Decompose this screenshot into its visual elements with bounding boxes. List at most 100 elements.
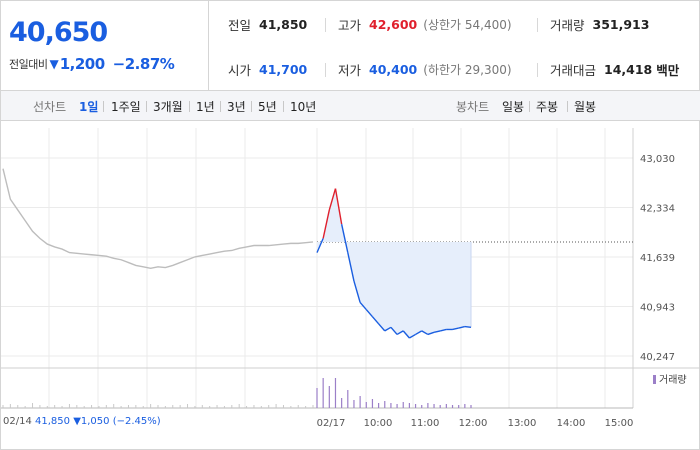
period-tab-3y[interactable]: 3년 bbox=[227, 100, 246, 114]
prev-day-date: 02/14 bbox=[3, 416, 32, 427]
today-line-segment bbox=[390, 326, 398, 335]
prev-day-line bbox=[2, 168, 314, 269]
prev-day-change: ▼1,050 (−2.45%) bbox=[73, 416, 161, 427]
divider bbox=[146, 101, 147, 112]
x-tick-label: 15:00 bbox=[605, 418, 634, 429]
period-tab-1d[interactable]: 1일 bbox=[79, 100, 99, 114]
candle-chart-label: 봉차트 bbox=[456, 100, 490, 114]
current-price: 40,650 bbox=[9, 17, 108, 48]
today-line-segment bbox=[396, 330, 404, 336]
low-value: 40,400 bbox=[369, 61, 418, 77]
prev-day-summary: 02/14 41,850 ▼1,050 (−2.45%) bbox=[3, 416, 161, 427]
change-label: 전일대비 bbox=[9, 58, 48, 71]
turnover-unit: 백만 bbox=[656, 62, 680, 78]
x-tick-label: 02/17 bbox=[317, 418, 346, 429]
today-line-segment bbox=[452, 327, 459, 331]
today-line-segment bbox=[347, 252, 355, 282]
stat-high: 고가 42,600 (상한가 54,400) bbox=[338, 14, 512, 34]
price-box: 40,650 전일대비 ▼ 1,200 −2.87% bbox=[1, 1, 209, 91]
volume-value: 351,913 bbox=[592, 16, 650, 32]
x-tick-label: 14:00 bbox=[557, 418, 586, 429]
turnover-value: 14,418 bbox=[604, 61, 653, 77]
candle-tab-weekly[interactable]: 주봉 bbox=[536, 100, 559, 114]
divider bbox=[567, 101, 568, 112]
lower-limit: (하한가 29,300) bbox=[423, 62, 512, 77]
today-line-segment bbox=[328, 188, 337, 211]
today-line-segment bbox=[415, 330, 423, 336]
candle-tab-daily[interactable]: 일봉 bbox=[502, 100, 525, 114]
y-tick-label: 43,030 bbox=[640, 154, 675, 165]
period-tab-1y[interactable]: 1년 bbox=[196, 100, 215, 114]
x-tick-label: 11:00 bbox=[411, 418, 440, 429]
today-line-segment bbox=[384, 326, 392, 332]
today-line-segment bbox=[433, 330, 441, 333]
today-line-segment bbox=[440, 328, 447, 332]
price-chart: 43,030 42,334 41,639 40,943 40,247 거래량 02/17 10… bbox=[1, 122, 700, 450]
volume-legend-label: 거래량 bbox=[659, 374, 687, 386]
stat-turnover: 거래대금 14,418 백만 bbox=[550, 59, 679, 79]
today-line-segment bbox=[421, 330, 429, 336]
divider bbox=[283, 101, 284, 112]
today-line-segment bbox=[316, 238, 324, 253]
x-tick-label: 10:00 bbox=[364, 418, 393, 429]
today-line-segment bbox=[365, 309, 373, 318]
period-tab-3m[interactable]: 3개월 bbox=[153, 100, 183, 114]
today-line-segment bbox=[371, 316, 380, 325]
turnover-label: 거래대금 bbox=[550, 62, 597, 78]
divider bbox=[325, 63, 326, 77]
down-triangle-icon: ▼ bbox=[49, 57, 59, 71]
upper-limit: (상한가 54,400) bbox=[423, 17, 512, 32]
y-tick-label: 40,943 bbox=[640, 303, 675, 314]
price-chart-svg: 43,030 42,334 41,639 40,943 40,247 거래량 02/17 10… bbox=[1, 128, 700, 429]
line-chart-label: 선차트 bbox=[33, 100, 67, 114]
prev-close-label: 전일 bbox=[228, 17, 252, 33]
today-line-segment bbox=[378, 323, 386, 332]
quote-stats: 전일 41,850 고가 42,600 (상한가 54,400) 거래량 351… bbox=[210, 1, 700, 91]
stat-low: 저가 40,400 (하한가 29,300) bbox=[338, 59, 512, 79]
change-rate: −2.87% bbox=[112, 55, 175, 73]
divider bbox=[537, 18, 538, 32]
x-tick-label: 13:00 bbox=[508, 418, 537, 429]
today-line-segment bbox=[458, 325, 465, 329]
today-line-segment bbox=[402, 330, 410, 339]
stat-volume: 거래량 351,913 bbox=[550, 14, 649, 34]
today-line-segment bbox=[353, 280, 361, 303]
volume-label: 거래량 bbox=[550, 17, 585, 33]
stat-open: 시가 41,700 bbox=[228, 59, 307, 79]
period-tab-10y[interactable]: 10년 bbox=[290, 100, 317, 114]
chart-period-toolbar: 선차트 1일 1주일 3개월 1년 3년 5년 10년 봉차트 일봉 주봉 월봉 bbox=[1, 91, 700, 121]
y-tick-label: 40,247 bbox=[640, 352, 675, 363]
today-line-segment bbox=[427, 331, 435, 336]
divider bbox=[220, 101, 221, 112]
divider bbox=[189, 101, 190, 112]
prev-day-close: 41,850 bbox=[35, 416, 71, 427]
today-fill-area bbox=[317, 188, 471, 338]
x-tick-label: 12:00 bbox=[459, 418, 488, 429]
divider bbox=[251, 101, 252, 112]
today-line-segment bbox=[340, 224, 349, 253]
period-tab-5y[interactable]: 5년 bbox=[258, 100, 277, 114]
change-row: 전일대비 ▼ 1,200 −2.87% bbox=[9, 55, 175, 73]
y-tick-label: 41,639 bbox=[640, 253, 675, 264]
period-tab-1w[interactable]: 1주일 bbox=[111, 100, 141, 114]
today-line-segment bbox=[322, 209, 331, 239]
divider bbox=[325, 18, 326, 32]
open-value: 41,700 bbox=[259, 61, 308, 77]
prev-close-value: 41,850 bbox=[259, 16, 308, 32]
low-label: 저가 bbox=[338, 62, 362, 78]
divider bbox=[529, 101, 530, 112]
high-value: 42,600 bbox=[369, 16, 418, 32]
candle-tab-monthly[interactable]: 월봉 bbox=[574, 100, 597, 114]
volume-legend-swatch bbox=[653, 375, 656, 384]
y-tick-label: 42,334 bbox=[640, 204, 675, 215]
divider bbox=[103, 101, 104, 112]
today-line-segment bbox=[409, 333, 416, 339]
high-label: 고가 bbox=[338, 17, 362, 33]
divider bbox=[537, 63, 538, 77]
stat-prev-close: 전일 41,850 bbox=[228, 14, 307, 34]
change-value: 1,200 bbox=[59, 55, 105, 73]
quote-header: 40,650 전일대비 ▼ 1,200 −2.87% 전일 41,850 고가 … bbox=[1, 1, 700, 91]
today-line-segment bbox=[464, 325, 472, 329]
open-label: 시가 bbox=[228, 62, 252, 78]
